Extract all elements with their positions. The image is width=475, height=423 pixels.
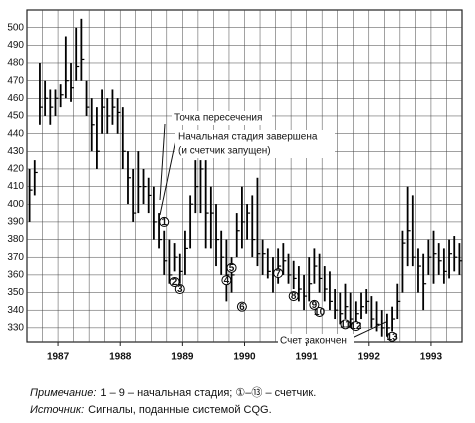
chart: 3303403503603703803904004104204304404504…: [7, 9, 463, 363]
counter-marker: [226, 262, 237, 273]
counter-marker: [236, 301, 247, 312]
annotation: Точка пересечения: [174, 113, 262, 124]
y-tick-label: 450: [7, 111, 24, 122]
note-text: 1 – 9 – начальная стадия; ①–⑬ – счетчик.: [100, 387, 317, 399]
counter-marker: [169, 276, 180, 287]
y-tick-label: 360: [7, 270, 24, 281]
note: Источник: Сигналы, поданные системой CQG.: [30, 404, 272, 416]
counter-label: 1: [161, 217, 167, 228]
y-tick-label: 460: [7, 93, 24, 104]
counter-marker: [273, 268, 284, 279]
y-tick-label: 470: [7, 75, 24, 86]
label-bg: [278, 334, 354, 348]
counter-marker: [387, 331, 398, 342]
y-tick-label: 410: [7, 181, 24, 192]
bars: [28, 18, 463, 337]
x-tick-label: 1989: [171, 352, 194, 363]
arrow: [159, 123, 166, 201]
counter-marker: [340, 319, 351, 330]
arrow: [351, 321, 387, 339]
counter-marker: [159, 216, 170, 227]
y-tick-label: 350: [7, 287, 24, 298]
counter-label: 10: [314, 307, 326, 318]
annotation: (и счетчик запущен): [178, 146, 271, 157]
counter-label: 8: [291, 291, 297, 302]
y-tick-label: 330: [7, 323, 24, 334]
x-tick-label: 1988: [109, 352, 132, 363]
y-tick-label: 340: [7, 305, 24, 316]
label-bg: [175, 130, 335, 158]
y-tick-label: 500: [7, 22, 24, 33]
counter-marker: [174, 284, 185, 295]
y-tick-label: 400: [7, 199, 24, 210]
counter-label: 4: [224, 275, 230, 286]
counter-label: 13: [387, 332, 399, 343]
y-tick-label: 490: [7, 40, 24, 51]
label-bg: [172, 111, 272, 125]
x-tick-label: 1990: [233, 352, 256, 363]
counter-marker: [288, 291, 299, 302]
grid: 3303403503603703803904004104204304404504…: [7, 10, 462, 342]
y-tick-label: 440: [7, 128, 24, 139]
counter-marker: [221, 275, 232, 286]
note: Примечание: 1 – 9 – начальная стадия; ①–⑬…: [30, 384, 316, 400]
counter-label: 2: [172, 277, 178, 288]
arrow: [159, 139, 177, 216]
counter-label: 7: [275, 268, 281, 279]
y-tick-label: 480: [7, 58, 24, 69]
x-tick-label: 1992: [358, 352, 381, 363]
annotation: Счет закончен: [280, 336, 347, 347]
x-tick-label: 1993: [420, 352, 443, 363]
counter-label: 5: [229, 263, 235, 274]
x-tick-label: 1987: [47, 352, 70, 363]
counter-marker: [309, 299, 320, 310]
note-label: Примечание:: [30, 387, 97, 399]
counter-label: 12: [350, 321, 362, 332]
annotation: Начальная стадия завершена: [178, 132, 318, 143]
counter-label: 11: [340, 319, 351, 330]
note-text: Сигналы, поданные системой CQG.: [88, 404, 272, 416]
counter-label: 3: [177, 284, 183, 295]
x-tick-label: 1991: [296, 352, 319, 363]
note-label: Источник:: [30, 404, 85, 416]
counter-label: 9: [312, 300, 318, 311]
y-tick-label: 370: [7, 252, 24, 263]
counter-marker: [314, 306, 325, 317]
counter-label: 6: [239, 302, 245, 313]
y-tick-label: 420: [7, 164, 24, 175]
y-tick-label: 380: [7, 234, 24, 245]
counter-marker: [350, 321, 361, 332]
y-tick-label: 390: [7, 217, 24, 228]
y-tick-label: 430: [7, 146, 24, 157]
